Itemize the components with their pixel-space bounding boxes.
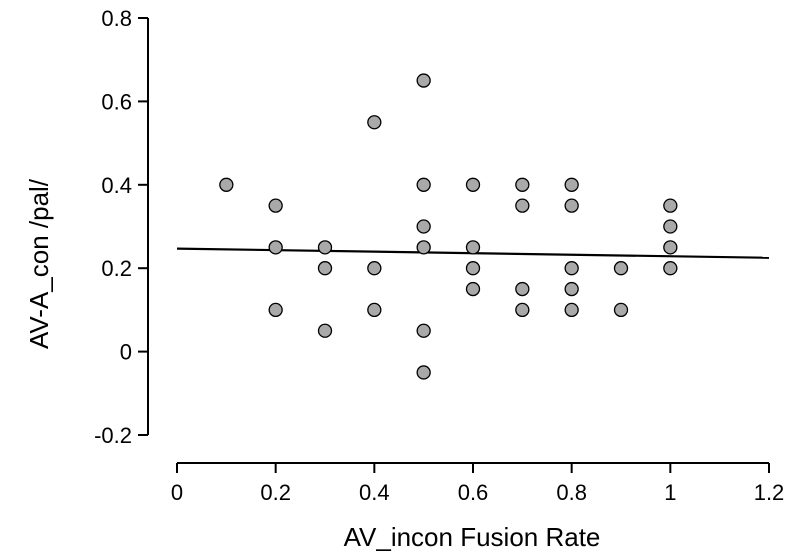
data-point (564, 302, 579, 318)
x-axis-title: AV_incon Fusion Rate (344, 522, 601, 552)
data-point (416, 365, 431, 380)
data-point (663, 219, 678, 234)
data-point (564, 198, 579, 213)
data-point (465, 261, 481, 276)
data-point (663, 240, 678, 255)
data-point (515, 198, 530, 213)
data-point (268, 198, 283, 213)
data-point (367, 115, 382, 130)
x-tick-label: 0.4 (359, 480, 390, 505)
y-tick-label: 0.4 (101, 173, 132, 198)
y-axis: -0.2 0 0.2 0.4 0.6 0.8 (94, 6, 149, 448)
x-tick-label: 0.6 (458, 480, 489, 505)
data-point (416, 177, 431, 192)
x-tick-label: 0.2 (260, 480, 291, 505)
data-point (613, 261, 629, 276)
data-point (564, 261, 579, 276)
y-tick-label: 0 (120, 340, 132, 365)
data-point (564, 281, 579, 297)
x-tick-label: 0.8 (556, 480, 587, 505)
data-point (515, 302, 530, 318)
data-point (663, 261, 678, 276)
y-axis-title: AV-A_con /pal/ (24, 178, 54, 349)
x-tick-label: 0 (171, 480, 183, 505)
data-point (613, 302, 629, 318)
data-point (515, 177, 530, 192)
x-tick-label: 1.2 (754, 480, 785, 505)
data-point (367, 261, 382, 276)
data-point (515, 281, 530, 297)
data-point (416, 219, 431, 234)
y-tick-label: -0.2 (94, 423, 132, 448)
data-point (465, 240, 481, 255)
y-tick-label: 0.6 (101, 89, 132, 114)
data-point (564, 177, 579, 192)
data-point (465, 177, 481, 192)
data-point (367, 302, 382, 318)
data-point (317, 261, 333, 276)
data-points (219, 73, 678, 380)
y-tick-label: 0.2 (101, 256, 132, 281)
data-point (268, 302, 283, 318)
y-tick-label: 0.8 (101, 6, 132, 31)
data-point (663, 198, 678, 213)
data-point (416, 73, 431, 88)
data-point (317, 240, 333, 255)
x-axis: 0 0.2 0.4 0.6 0.8 1 1.2 (171, 462, 785, 505)
data-point (416, 240, 431, 255)
data-point (219, 177, 234, 192)
data-point (465, 281, 481, 297)
data-point (268, 240, 283, 255)
x-tick-label: 1 (664, 480, 676, 505)
data-point (317, 323, 333, 338)
data-point (416, 323, 431, 338)
